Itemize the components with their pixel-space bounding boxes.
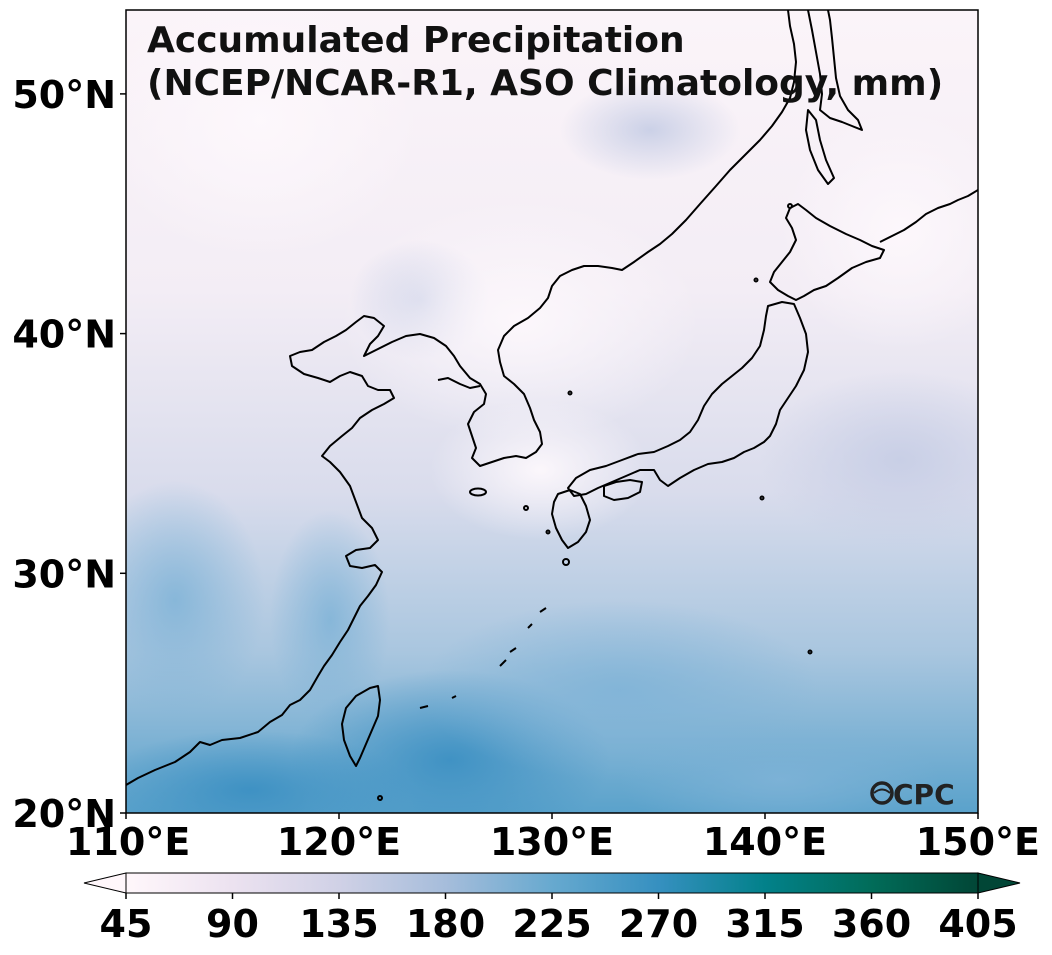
colorbar-tick-label: 405 — [938, 902, 1017, 946]
colorbar-max-extend — [977, 872, 1021, 894]
lon-tick-label: 140°E — [703, 820, 827, 864]
kyushu-coastline — [551, 489, 591, 549]
mainland-coastline — [126, 10, 797, 786]
colorbar-tick-label: 270 — [619, 902, 698, 946]
ryukyu-islands — [419, 607, 547, 709]
sakhalin-coastline — [807, 10, 863, 131]
lat-tick-label: 40°N — [12, 313, 116, 357]
colorbar: 45 90 135 180 225 270 315 360 405 — [83, 872, 1021, 946]
lat-tick-label: 20°N — [12, 792, 116, 836]
lon-tick-label: 150°E — [916, 820, 1040, 864]
colorbar-tick-label: 135 — [299, 902, 378, 946]
cpc-logo: CPC — [870, 778, 955, 811]
map-title-line1: Accumulated Precipitation — [147, 20, 685, 61]
cpc-logo-text: CPC — [893, 778, 955, 811]
shikoku-coastline — [603, 479, 643, 501]
colorbar-tick-label: 180 — [406, 902, 485, 946]
lon-tick-label: 120°E — [277, 820, 401, 864]
colorbar-ticks: 45 90 135 180 225 270 315 360 405 — [100, 893, 1018, 946]
lat-tick-label: 50°N — [12, 73, 116, 117]
jeju-island — [469, 487, 487, 497]
honshu-coastline — [567, 301, 809, 497]
longitude-ticks: 110°E 120°E 130°E 140°E 150°E — [66, 813, 1040, 864]
colorbar-tick-label: 45 — [100, 902, 153, 946]
colorbar-min-extend — [83, 872, 127, 894]
far-east-coast — [879, 189, 978, 243]
map-title-line2: (NCEP/NCAR-R1, ASO Climatology, mm) — [147, 63, 943, 104]
lon-tick-label: 130°E — [490, 820, 614, 864]
latitude-ticks: 50°N 40°N 30°N 20°N — [12, 73, 126, 836]
lon-tick-label: 110°E — [66, 820, 190, 864]
precipitation-field — [126, 10, 978, 813]
taiwan-coastline — [341, 685, 381, 767]
colorbar-gradient — [125, 872, 979, 894]
colorbar-tick-label: 315 — [725, 902, 804, 946]
lat-tick-label: 30°N — [12, 552, 116, 596]
colorbar-tick-label: 90 — [206, 902, 259, 946]
colorbar-tick-label: 225 — [512, 902, 591, 946]
colorbar-tick-label: 360 — [832, 902, 911, 946]
shandong-coast — [437, 377, 481, 389]
hokkaido-coastline — [769, 203, 885, 301]
